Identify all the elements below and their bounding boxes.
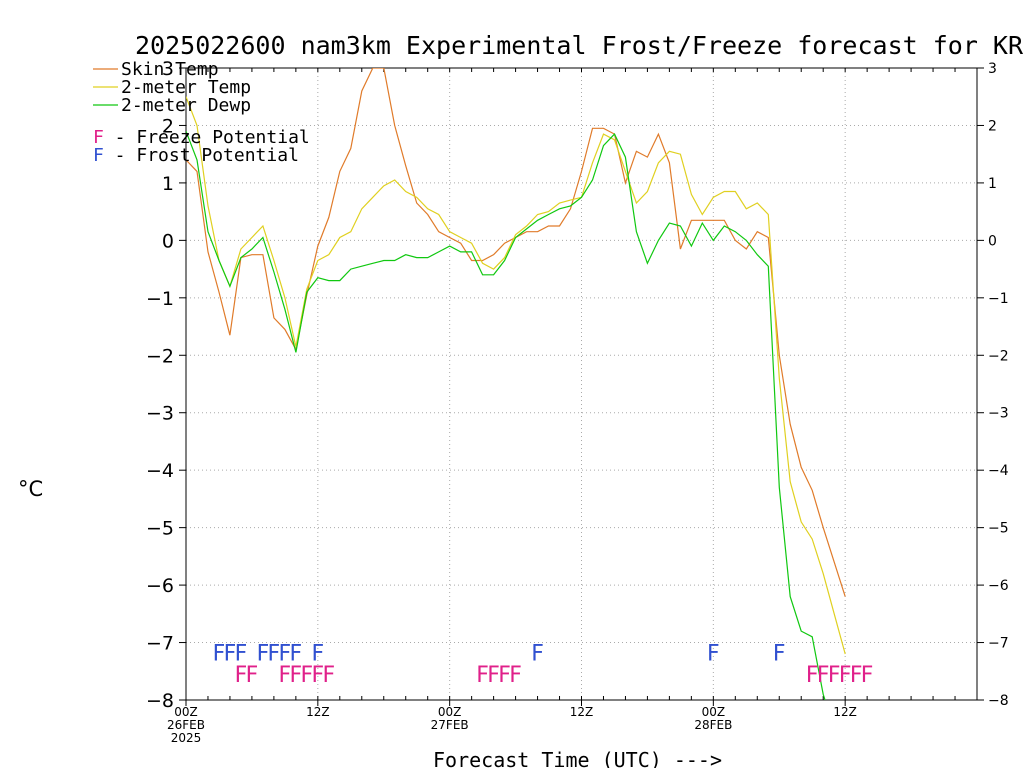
frost-marker: F bbox=[268, 641, 281, 666]
x-tick-label: 12Z bbox=[833, 705, 857, 719]
legend-label: 2-meter Dewp bbox=[121, 95, 251, 116]
freeze-marker: F bbox=[509, 663, 522, 688]
legend-potential-symbol: F bbox=[93, 145, 104, 166]
legend-label: 2-meter Temp bbox=[121, 77, 251, 98]
legend-potential-symbol: F bbox=[93, 127, 104, 148]
series-lines bbox=[186, 68, 846, 700]
x-axis-label: Forecast Time (UTC) ---> bbox=[433, 748, 722, 768]
y-tick-label-right: −6 bbox=[988, 578, 1009, 594]
y-tick-label-right: 2 bbox=[988, 118, 997, 134]
y-tick-label-right: 0 bbox=[988, 233, 997, 249]
y-tick-label: −7 bbox=[146, 633, 174, 655]
legend-label: Skin Temp bbox=[121, 59, 219, 80]
frost-marker: F bbox=[257, 641, 270, 666]
y-tick-label-right: −2 bbox=[988, 348, 1009, 364]
y-tick-label: −4 bbox=[146, 460, 174, 482]
y-tick-label-right: −5 bbox=[988, 521, 1009, 537]
freeze-marker: F bbox=[498, 663, 511, 688]
y-tick-label: −6 bbox=[146, 575, 174, 597]
frost-marker: F bbox=[312, 641, 325, 666]
x-tick-label: 2025 bbox=[171, 731, 202, 745]
grid bbox=[186, 68, 977, 700]
y-tick-label: −2 bbox=[146, 345, 174, 367]
freeze-marker: F bbox=[322, 663, 335, 688]
freeze-marker: F bbox=[235, 663, 248, 688]
freeze-marker: F bbox=[279, 663, 292, 688]
frost-marker: F bbox=[224, 641, 237, 666]
y-tick-label-right: 1 bbox=[988, 176, 997, 192]
frost-marker: F bbox=[290, 641, 303, 666]
axes: 3 3 2 2 1 1 0 0 −1 −1 −2 −2 −3 −3 −4 −4 −5 −5 −6 −6 −7 −7 −8 −8… bbox=[146, 58, 1009, 745]
x-tick-label: 26FEB bbox=[167, 718, 205, 732]
series-line-2-meter-dewp bbox=[186, 130, 826, 700]
freeze-marker: F bbox=[301, 663, 314, 688]
frost-marker: F bbox=[213, 641, 226, 666]
y-axis-label: °C bbox=[18, 477, 43, 501]
freeze-marker: F bbox=[850, 663, 863, 688]
frost-marker: F bbox=[707, 641, 720, 666]
x-tick-label: 27FEB bbox=[431, 718, 469, 732]
x-tick-label: 00Z bbox=[174, 705, 198, 719]
plot-frame bbox=[185, 67, 978, 701]
x-tick-label: 28FEB bbox=[694, 718, 732, 732]
freeze-marker: F bbox=[861, 663, 874, 688]
y-tick-label: 2 bbox=[162, 115, 174, 137]
y-tick-label-right: −4 bbox=[988, 463, 1009, 479]
y-tick-label-right: −1 bbox=[988, 291, 1009, 307]
y-tick-label-right: −7 bbox=[988, 636, 1009, 652]
freeze-marker: F bbox=[246, 663, 259, 688]
frost-marker: F bbox=[279, 641, 292, 666]
y-tick-label: −5 bbox=[146, 518, 174, 540]
legend-potential-label: - Freeze Potential bbox=[104, 127, 310, 148]
chart-title: 2025022600 nam3km Experimental Frost/Fre… bbox=[135, 31, 1024, 60]
freeze-marker: F bbox=[839, 663, 852, 688]
x-tick-label: 12Z bbox=[570, 705, 594, 719]
series-line-2-meter-temp bbox=[186, 96, 846, 655]
frost-marker: F bbox=[773, 641, 786, 666]
y-tick-label: −8 bbox=[146, 690, 174, 712]
legend-potential-entry: F - Frost Potential bbox=[93, 145, 299, 166]
freeze-marker: F bbox=[312, 663, 325, 688]
y-tick-label: −1 bbox=[146, 288, 174, 310]
y-tick-label: 3 bbox=[162, 58, 174, 80]
y-tick-label: 0 bbox=[162, 230, 174, 252]
y-tick-label-right: 3 bbox=[988, 61, 997, 77]
x-tick-label: 00Z bbox=[702, 705, 726, 719]
legend-potential-label: - Frost Potential bbox=[104, 145, 299, 166]
freeze-marker: F bbox=[487, 663, 500, 688]
freeze-marker: F bbox=[476, 663, 489, 688]
y-tick-label-right: −8 bbox=[988, 693, 1009, 709]
freeze-marker: F bbox=[290, 663, 303, 688]
y-tick-label: −3 bbox=[146, 403, 174, 425]
x-tick-label: 00Z bbox=[438, 705, 462, 719]
freeze-marker: F bbox=[806, 663, 819, 688]
y-tick-label-right: −3 bbox=[988, 406, 1009, 422]
freeze-marker: F bbox=[817, 663, 830, 688]
y-tick-label: 1 bbox=[162, 173, 174, 195]
legend-potential-entry: F - Freeze Potential bbox=[93, 127, 310, 148]
freeze-marker: F bbox=[828, 663, 841, 688]
frost-marker: F bbox=[235, 641, 248, 666]
x-tick-label: 12Z bbox=[306, 705, 330, 719]
frost-marker: F bbox=[531, 641, 544, 666]
